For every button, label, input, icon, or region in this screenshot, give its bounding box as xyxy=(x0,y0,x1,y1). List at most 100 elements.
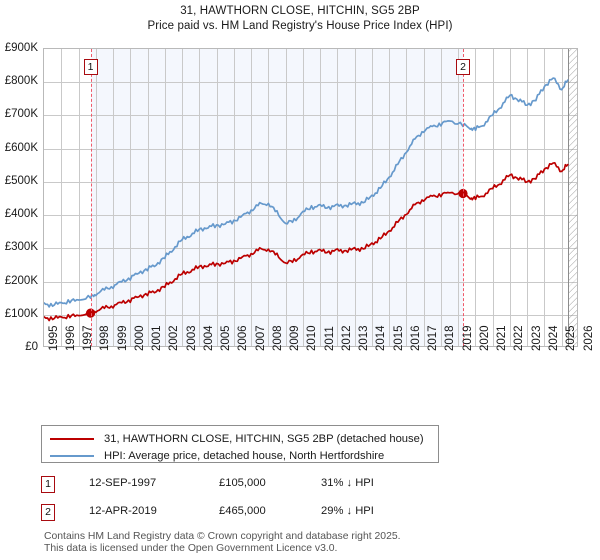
x-axis-tick-label: 2012 xyxy=(340,325,353,351)
series-lines xyxy=(44,77,569,322)
annotation-flag-1[interactable]: 1 xyxy=(83,59,98,75)
x-axis-tick-label: 2011 xyxy=(323,326,336,351)
x-axis-tick-label: 2025 xyxy=(565,325,578,351)
gridline-horizontal xyxy=(44,82,577,83)
gridline-vertical xyxy=(199,49,200,346)
gridline-vertical xyxy=(303,49,304,346)
page-title: 31, HAWTHORN CLOSE, HITCHIN, SG5 2BP xyxy=(180,5,420,17)
legend-color-swatch xyxy=(50,437,94,440)
page-subtitle: Price paid vs. HM Land Registry's House … xyxy=(147,20,453,32)
x-axis-tick-label: 1999 xyxy=(116,325,129,351)
y-axis-tick-label: £100K xyxy=(4,307,38,320)
x-axis-tick-label: 1997 xyxy=(82,325,95,351)
x-axis-tick-label: 2023 xyxy=(530,325,543,351)
transaction-date: 12-APR-2019 xyxy=(89,505,157,517)
x-axis-tick-label: 2017 xyxy=(427,325,440,351)
y-axis-tick-label: £900K xyxy=(4,42,38,54)
legend-item[interactable]: HPI: Average price, detached house, Nort… xyxy=(42,446,384,465)
x-axis-tick-label: 2005 xyxy=(220,325,233,351)
gridline-vertical xyxy=(406,49,407,346)
plot-inner xyxy=(44,49,577,346)
gridline-vertical xyxy=(96,49,97,346)
x-axis-tick-label: 2008 xyxy=(271,325,284,351)
x-axis-tick-label: 2026 xyxy=(582,325,595,351)
gridline-vertical xyxy=(544,49,545,346)
annotation-flag-2[interactable]: 2 xyxy=(456,59,471,75)
y-axis-tick-label: £800K xyxy=(4,75,38,88)
x-axis-tick-label: 2015 xyxy=(392,325,405,351)
x-axis-tick-label: 2001 xyxy=(151,325,164,351)
legend-color-swatch xyxy=(50,454,94,457)
y-axis-tick-label: £400K xyxy=(4,208,38,221)
x-axis-tick-label: 2020 xyxy=(478,325,491,351)
x-axis-tick-label: 1995 xyxy=(47,325,60,351)
y-axis-tick-label: £500K xyxy=(4,174,38,187)
y-axis-tick-label: £200K xyxy=(4,274,38,287)
gridline-vertical xyxy=(182,49,183,346)
gridline-vertical xyxy=(113,49,114,346)
x-axis-tick-label: 2013 xyxy=(358,325,371,351)
transaction-price: £105,000 xyxy=(219,477,266,489)
legend-item[interactable]: 31, HAWTHORN CLOSE, HITCHIN, SG5 2BP (de… xyxy=(42,429,424,448)
x-axis-tick-label: 2003 xyxy=(185,325,198,351)
gridline-vertical xyxy=(562,49,563,346)
gridline-vertical xyxy=(458,49,459,346)
span-band-fill xyxy=(90,49,464,346)
transaction-hpi-delta: 29% ↓ HPI xyxy=(321,505,374,517)
transaction-date: 12-SEP-1997 xyxy=(89,477,157,489)
gridline-vertical xyxy=(389,49,390,346)
gridline-vertical xyxy=(79,49,80,346)
gridline-vertical xyxy=(130,49,131,346)
gridline-vertical xyxy=(217,49,218,346)
y-axis-tick-label: £700K xyxy=(4,108,38,121)
gridline-vertical xyxy=(337,49,338,346)
x-axis-tick-label: 2002 xyxy=(168,325,181,351)
gridline-horizontal xyxy=(44,315,577,316)
series-line xyxy=(44,161,569,322)
future-band-fill xyxy=(567,49,577,346)
x-axis-tick-label: 2024 xyxy=(547,325,560,351)
x-axis-tick-label: 2014 xyxy=(375,325,388,351)
gridline-vertical xyxy=(251,49,252,346)
x-axis-tick-label: 2018 xyxy=(444,325,457,351)
x-axis-tick-label: 2009 xyxy=(289,325,302,351)
gridline-horizontal xyxy=(44,149,577,150)
gridline-vertical xyxy=(148,49,149,346)
x-axis-tick-label: 2021 xyxy=(496,325,509,351)
footer-line-2: This data is licensed under the Open Gov… xyxy=(44,543,338,554)
gridline-vertical xyxy=(61,49,62,346)
gridline-horizontal xyxy=(44,215,577,216)
x-axis-tick-label: 1998 xyxy=(99,325,112,351)
transaction-point-marker[interactable] xyxy=(458,188,468,199)
gridline-vertical xyxy=(355,49,356,346)
transaction-index-badge: 2 xyxy=(41,504,55,521)
transaction-hpi-delta: 31% ↓ HPI xyxy=(321,477,374,489)
transaction-price: £465,000 xyxy=(219,505,266,517)
gridline-vertical xyxy=(424,49,425,346)
x-axis-tick-label: 2016 xyxy=(409,325,422,351)
y-axis-tick-label: £600K xyxy=(4,141,38,154)
gridline-horizontal xyxy=(44,115,577,116)
x-axis-tick-label: 2010 xyxy=(306,325,319,351)
x-axis-tick-label: 2000 xyxy=(133,325,146,351)
y-axis-tick-label: £300K xyxy=(4,241,38,254)
gridline-vertical xyxy=(268,49,269,346)
gridline-horizontal xyxy=(44,282,577,283)
gridline-vertical xyxy=(372,49,373,346)
chart-legend: 31, HAWTHORN CLOSE, HITCHIN, SG5 2BP (de… xyxy=(41,425,439,463)
legend-label: HPI: Average price, detached house, Nort… xyxy=(104,449,385,462)
x-axis-tick-label: 2004 xyxy=(202,325,215,351)
gridline-vertical xyxy=(493,49,494,346)
gridline-horizontal xyxy=(44,248,577,249)
x-axis-tick-label: 1996 xyxy=(64,325,77,351)
gridline-vertical xyxy=(527,49,528,346)
x-axis-tick-label: 2022 xyxy=(513,325,526,351)
transaction-index-badge: 1 xyxy=(41,476,55,493)
event-vertical-line xyxy=(90,49,92,346)
gridline-vertical xyxy=(441,49,442,346)
gridline-vertical xyxy=(165,49,166,346)
footer-attribution: Contains HM Land Registry data © Crown c… xyxy=(44,531,584,555)
x-axis-tick-label: 2006 xyxy=(237,325,250,351)
